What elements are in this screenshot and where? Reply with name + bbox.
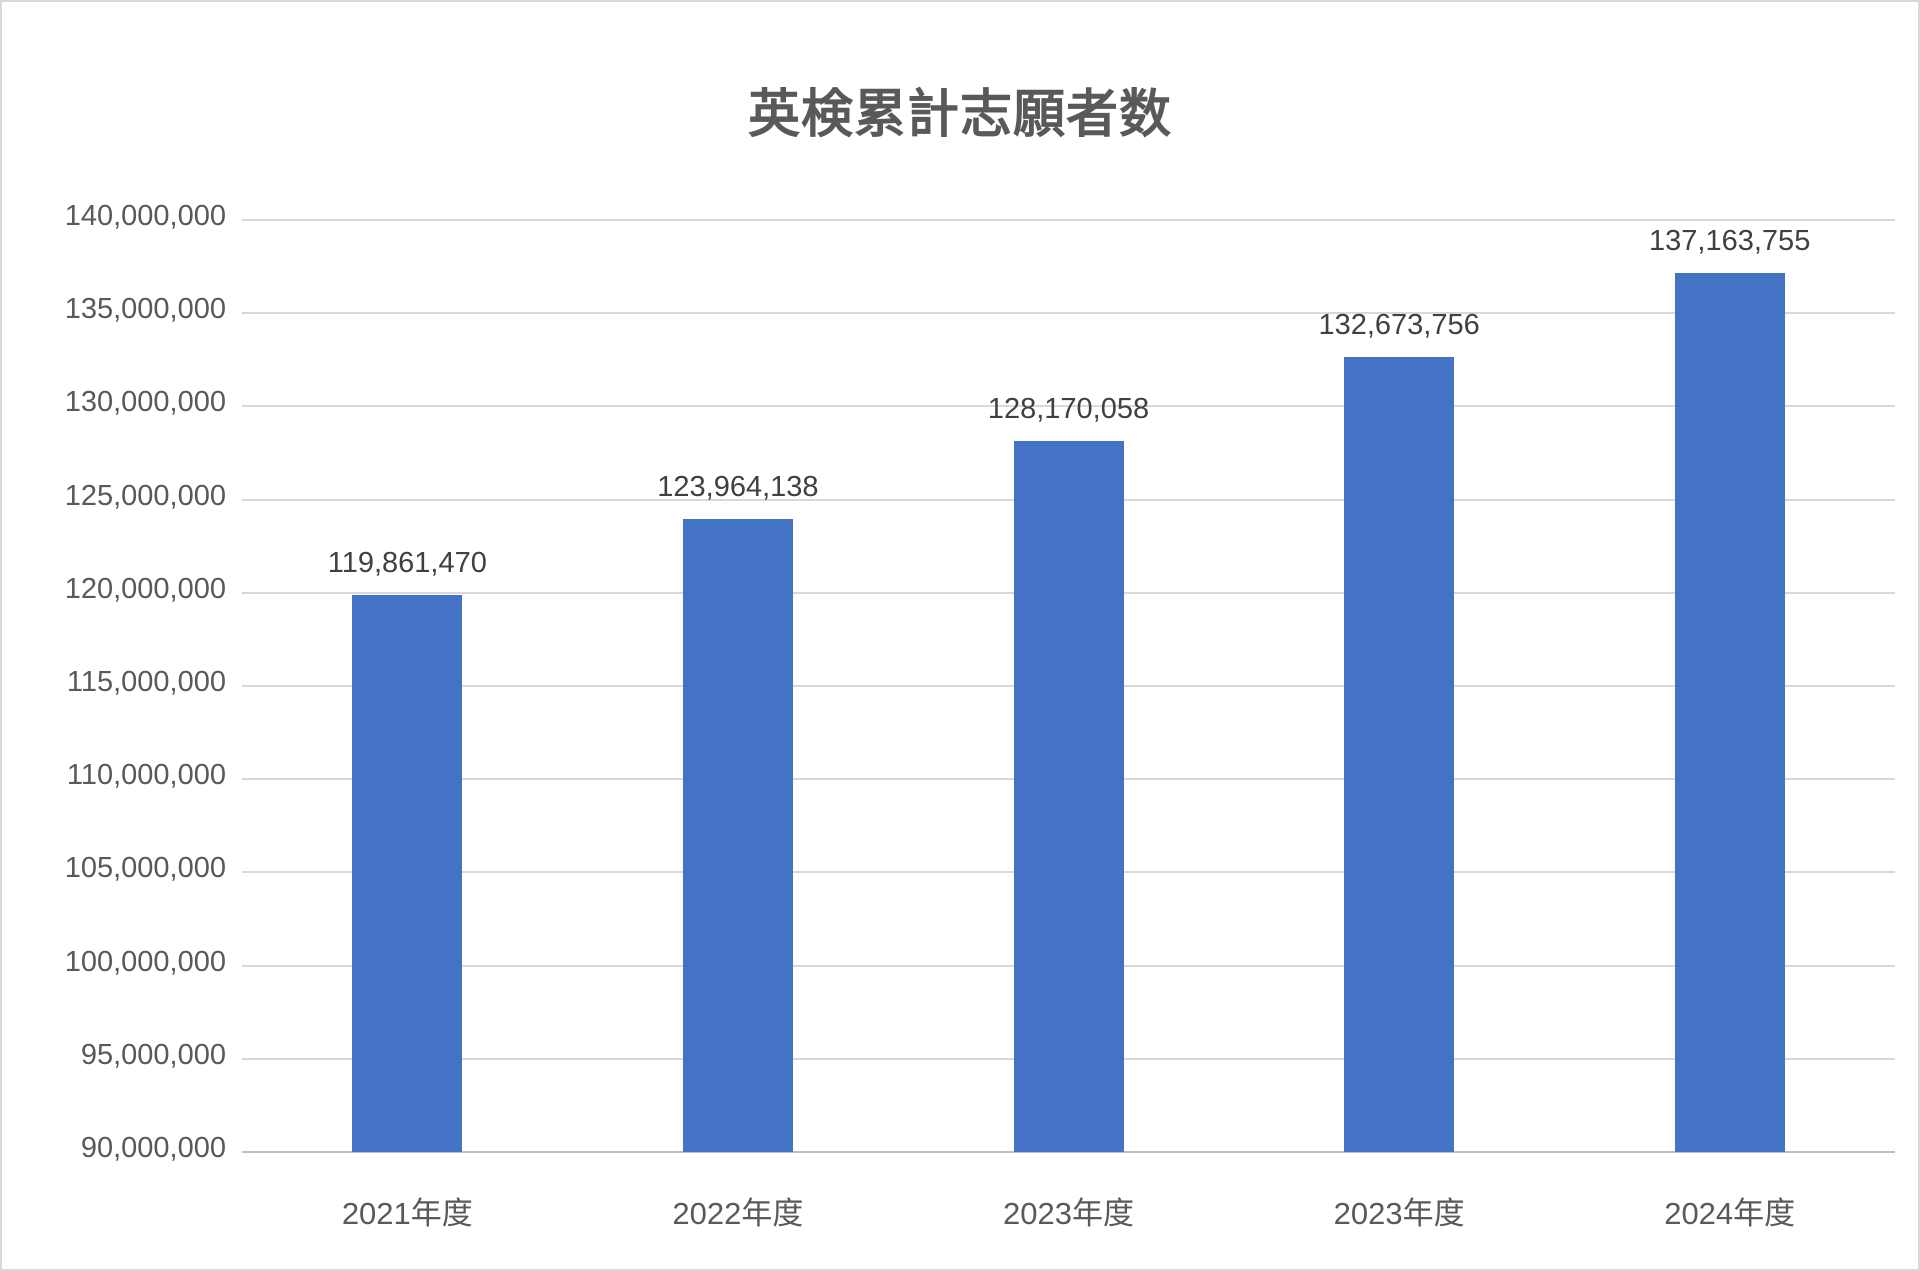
bar-value-label: 123,964,138 xyxy=(657,470,819,503)
bar-value-label: 137,163,755 xyxy=(1649,224,1811,257)
y-axis-tick-label: 135,000,000 xyxy=(64,293,226,326)
chart-title: 英検累計志願者数 xyxy=(747,86,1172,144)
bar-value-label: 119,861,470 xyxy=(327,547,487,580)
gridline xyxy=(242,312,1895,315)
y-axis-tick-label: 120,000,000 xyxy=(64,572,226,605)
y-axis-tick-label: 115,000,000 xyxy=(66,666,226,698)
x-axis-category-label: 2021年度 xyxy=(341,1196,473,1231)
bar-1 xyxy=(352,595,463,1152)
x-axis-category-label: 2023年度 xyxy=(1333,1196,1465,1231)
y-axis-tick-label: 105,000,000 xyxy=(64,852,226,885)
gridline xyxy=(242,219,1895,221)
bar-2 xyxy=(682,518,793,1152)
y-axis-tick-label: 140,000,000 xyxy=(64,200,226,232)
y-axis-tick-label: 125,000,000 xyxy=(64,479,226,512)
x-axis-category-label: 2022年度 xyxy=(672,1196,804,1231)
y-axis-tick-label: 130,000,000 xyxy=(64,386,226,419)
bar-value-label: 128,170,058 xyxy=(987,392,1150,425)
y-axis-tick-label: 90,000,000 xyxy=(80,1132,226,1164)
gridline xyxy=(242,405,1895,408)
bar-5 xyxy=(1674,272,1785,1152)
bar-4 xyxy=(1344,356,1455,1152)
y-axis-tick-label: 95,000,000 xyxy=(80,1038,226,1071)
y-axis-tick-label: 110,000,000 xyxy=(66,759,226,792)
x-axis-category-label: 2024年度 xyxy=(1664,1196,1796,1231)
bar-3 xyxy=(1013,440,1124,1152)
y-axis-tick-label: 100,000,000 xyxy=(64,945,226,978)
x-axis-category-label: 2023年度 xyxy=(1003,1196,1134,1231)
x-axis-line xyxy=(242,1151,1895,1153)
bar-value-label: 132,673,756 xyxy=(1318,308,1480,341)
